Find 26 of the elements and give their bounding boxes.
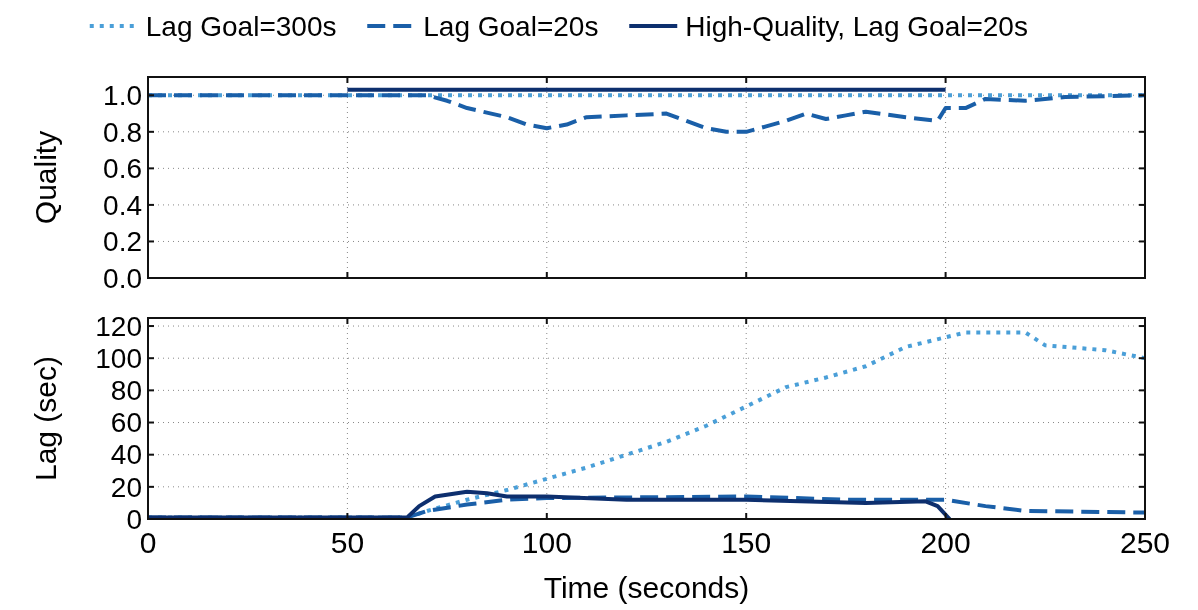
x-axis-title: Time (seconds)	[543, 571, 750, 604]
line-series	[148, 93, 1145, 134]
y-tick-label: 100	[95, 343, 142, 374]
legend-label: High-Quality, Lag Goal=20s	[685, 10, 1028, 42]
y-tick-label: 0.8	[103, 116, 142, 148]
y-tick-label: 60	[110, 407, 142, 439]
y-tick-label: 0.0	[103, 262, 142, 294]
y-tick-label: 20	[110, 471, 142, 503]
y-tick-label: 0.2	[103, 226, 142, 258]
x-tick-label: 100	[521, 526, 572, 559]
y-tick-label: 1.0	[103, 80, 142, 112]
legend-label: Lag Goal=300s	[145, 10, 337, 42]
y-axis-title: Lag (sec)	[29, 355, 62, 482]
y-axis-title: Quality	[29, 130, 62, 225]
y-tick-label: 0	[126, 503, 142, 535]
legend-label: Lag Goal=20s	[423, 10, 599, 42]
y-tick-label: 40	[110, 439, 142, 471]
line-series	[148, 489, 952, 519]
y-tick-label: 120	[95, 310, 142, 342]
y-tick-label: 0.6	[103, 153, 142, 185]
x-tick-label: 250	[1119, 526, 1171, 559]
x-tick-label: 200	[920, 526, 971, 559]
y-tick-label: 80	[110, 375, 142, 407]
x-tick-label: 150	[721, 526, 772, 559]
x-tick-label: 50	[330, 526, 365, 559]
y-tick-label: 0.4	[103, 189, 142, 221]
